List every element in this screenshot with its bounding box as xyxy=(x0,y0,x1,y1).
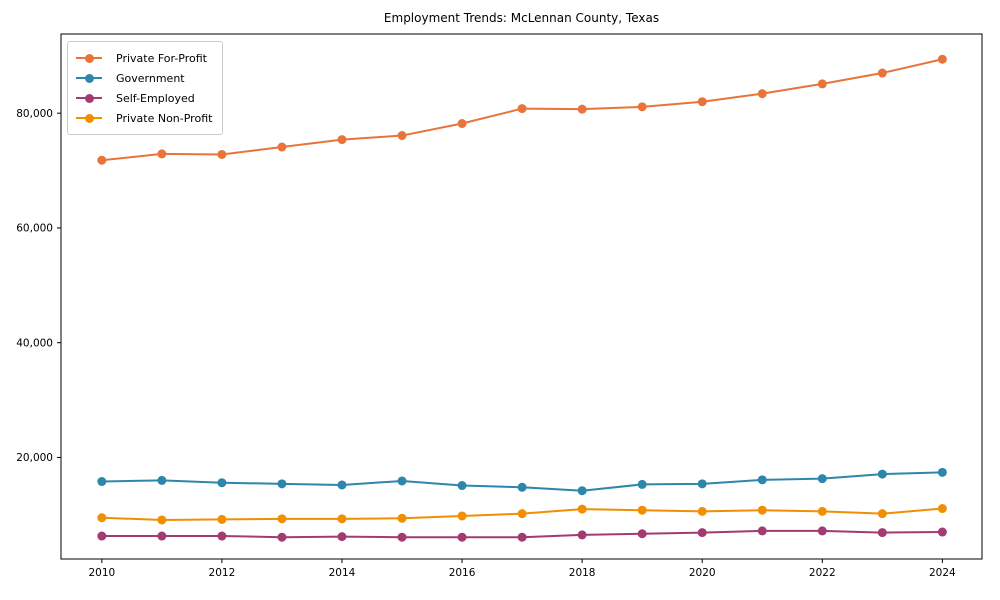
y-tick-label: 40,000 xyxy=(16,337,53,349)
data-point-marker xyxy=(397,476,407,486)
x-tick-label: 2016 xyxy=(449,567,476,579)
legend-line-marker-icon xyxy=(76,88,102,108)
data-point-marker xyxy=(937,54,947,64)
data-point-marker xyxy=(97,155,107,165)
data-point-marker xyxy=(757,526,767,536)
data-point-marker xyxy=(817,474,827,484)
data-point-marker xyxy=(817,506,827,516)
legend-label: Private Non-Profit xyxy=(116,111,213,125)
x-tick-label: 2012 xyxy=(209,567,236,579)
plot-border xyxy=(60,33,983,560)
data-point-marker xyxy=(157,531,167,541)
data-point-marker xyxy=(877,68,887,78)
data-point-marker xyxy=(97,513,107,523)
chart-title: Employment Trends: McLennan County, Texa… xyxy=(383,11,660,25)
data-point-marker xyxy=(457,532,467,542)
legend-line-marker-icon xyxy=(76,48,102,68)
data-point-marker xyxy=(697,97,707,107)
data-point-marker xyxy=(217,514,227,524)
data-point-marker xyxy=(277,142,287,152)
data-point-marker xyxy=(757,89,767,99)
legend: Private For-Profit Government Self-Employe… xyxy=(67,41,224,135)
legend-label: Self-Employed xyxy=(116,91,195,105)
data-point-marker xyxy=(817,526,827,536)
data-point-marker xyxy=(337,514,347,524)
data-point-marker xyxy=(757,505,767,515)
data-point-marker xyxy=(637,505,647,515)
legend-label: Private For-Profit xyxy=(116,51,207,65)
data-point-marker xyxy=(457,119,467,129)
data-point-marker xyxy=(577,504,587,514)
data-point-marker xyxy=(577,486,587,496)
data-point-marker xyxy=(397,131,407,141)
data-point-marker xyxy=(217,149,227,159)
y-tick-label: 80,000 xyxy=(16,108,53,120)
legend-line-marker-icon xyxy=(76,68,102,88)
data-point-marker xyxy=(97,531,107,541)
data-point-marker xyxy=(817,79,827,89)
x-tick-label: 2022 xyxy=(809,567,836,579)
data-point-marker xyxy=(637,479,647,489)
legend-item-self-employed: Self-Employed xyxy=(72,88,212,108)
data-point-marker xyxy=(457,481,467,491)
data-point-marker xyxy=(937,527,947,537)
data-point-marker xyxy=(877,509,887,519)
x-tick-label: 2024 xyxy=(929,567,956,579)
data-point-marker xyxy=(337,135,347,145)
data-point-marker xyxy=(757,475,767,485)
data-point-marker xyxy=(877,469,887,479)
data-point-marker xyxy=(277,514,287,524)
data-point-marker xyxy=(937,504,947,514)
data-point-marker xyxy=(697,479,707,489)
data-point-marker xyxy=(697,506,707,516)
data-point-marker xyxy=(97,477,107,487)
legend-item-private-non-profit: Private Non-Profit xyxy=(72,108,212,128)
data-point-marker xyxy=(277,479,287,489)
x-tick-label: 2014 xyxy=(329,567,356,579)
data-point-marker xyxy=(697,528,707,538)
y-tick-label: 60,000 xyxy=(16,223,53,235)
data-point-marker xyxy=(877,528,887,538)
data-point-marker xyxy=(277,532,287,542)
data-point-marker xyxy=(157,149,167,159)
data-point-marker xyxy=(637,529,647,539)
data-point-marker xyxy=(577,104,587,114)
data-point-marker xyxy=(517,509,527,519)
y-tick-label: 20,000 xyxy=(16,452,53,464)
legend-item-private-for-profit: Private For-Profit xyxy=(72,48,212,68)
data-point-marker xyxy=(457,511,467,521)
legend-item-government: Government xyxy=(72,68,212,88)
data-point-marker xyxy=(157,475,167,485)
data-point-marker xyxy=(217,531,227,541)
data-point-marker xyxy=(217,478,227,488)
data-point-marker xyxy=(937,467,947,477)
legend-line-marker-icon xyxy=(76,108,102,128)
data-point-marker xyxy=(337,532,347,542)
data-point-marker xyxy=(637,102,647,112)
data-point-marker xyxy=(397,513,407,523)
data-point-marker xyxy=(337,480,347,490)
x-tick-label: 2018 xyxy=(569,567,596,579)
data-point-marker xyxy=(517,532,527,542)
x-tick-label: 2010 xyxy=(88,567,115,579)
data-point-marker xyxy=(157,515,167,525)
data-point-marker xyxy=(577,530,587,540)
legend-label: Government xyxy=(116,71,185,85)
x-tick-label: 2020 xyxy=(689,567,716,579)
data-point-marker xyxy=(517,104,527,114)
data-point-marker xyxy=(397,532,407,542)
data-point-marker xyxy=(517,482,527,492)
